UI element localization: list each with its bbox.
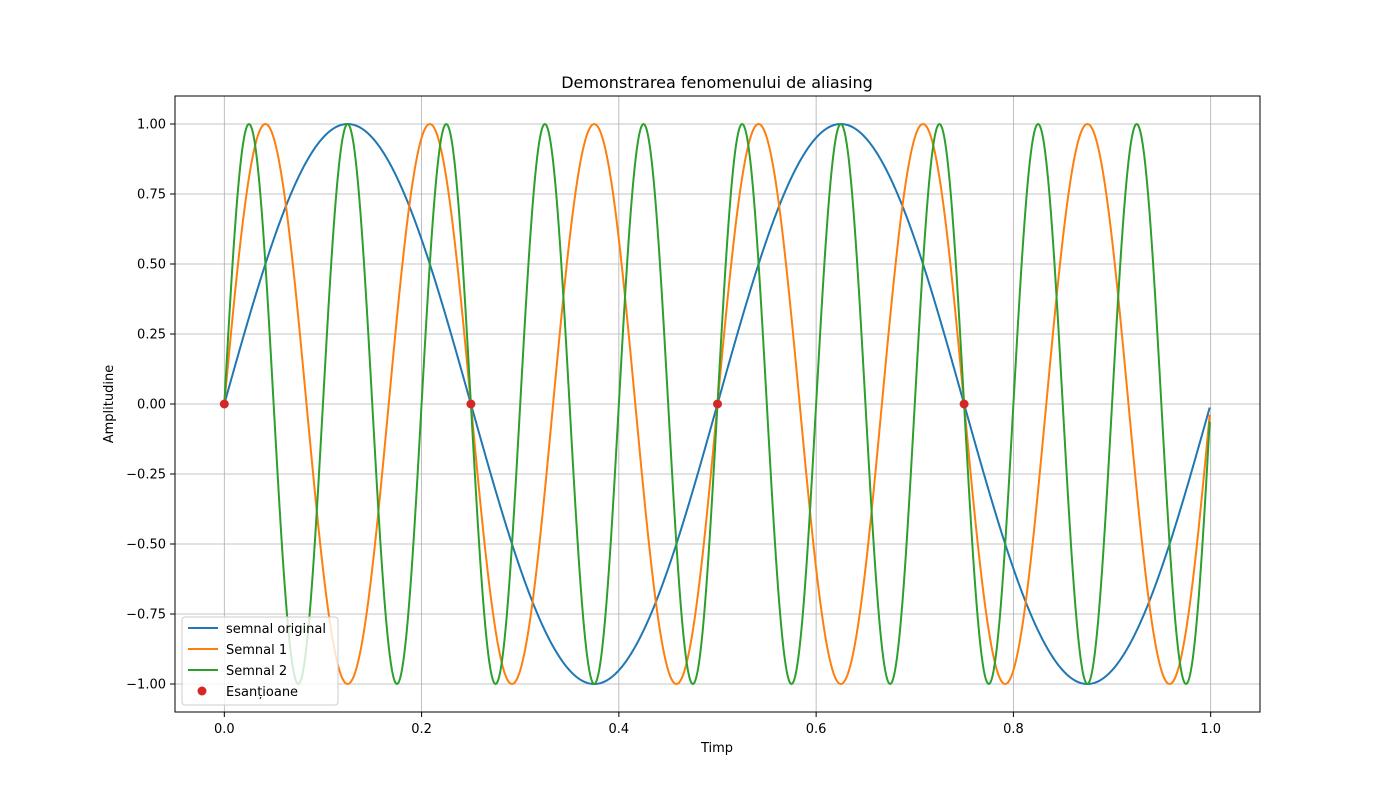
legend-label: Esanțioane xyxy=(226,685,298,700)
y-axis: −1.00 −0.75 −0.50 −0.25 0.00 0.25 0.50 0.75 1.00 xyxy=(126,118,175,693)
chart-title: Demonstrarea fenomenului de aliasing xyxy=(561,73,873,92)
series-line-semnal-2 xyxy=(223,123,1211,685)
legend-swatch xyxy=(197,686,207,696)
x-axis: 0.0 0.2 0.4 0.6 0.8 1.0 xyxy=(214,712,1221,737)
y-axis-title: Amplitudine xyxy=(102,365,117,443)
sample-point xyxy=(713,399,722,409)
sample-point xyxy=(219,399,229,409)
sample-point xyxy=(959,399,969,409)
y-tick-label: 0.50 xyxy=(137,258,166,273)
marker-layer xyxy=(219,399,969,409)
legend-label: semnal original xyxy=(226,622,326,637)
x-tick-label: 0.8 xyxy=(1003,722,1024,737)
y-tick-label: −0.25 xyxy=(126,468,166,483)
y-tick-label: −0.50 xyxy=(126,538,166,553)
x-tick-label: 0.0 xyxy=(214,722,235,737)
x-tick-label: 0.2 xyxy=(411,722,432,737)
y-tick-label: −0.75 xyxy=(126,608,166,623)
legend-label: Semnal 2 xyxy=(226,664,287,679)
sample-point xyxy=(466,399,476,409)
y-tick-label: 0.75 xyxy=(137,188,166,203)
y-tick-label: −1.00 xyxy=(126,678,166,693)
x-tick-label: 0.4 xyxy=(609,722,630,737)
x-tick-label: 0.6 xyxy=(806,722,827,737)
y-tick-label: 0.25 xyxy=(137,328,166,343)
legend-label: Semnal 1 xyxy=(226,643,287,658)
x-tick-label: 1.0 xyxy=(1200,722,1221,737)
legend-box xyxy=(181,616,339,706)
legend: semnal original Semnal 1 Semnal 2 Esanțioan… xyxy=(181,616,339,706)
x-axis-title: Timp xyxy=(700,741,733,756)
y-tick-label: 1.00 xyxy=(137,118,166,133)
y-tick-label: 0.00 xyxy=(137,398,166,413)
